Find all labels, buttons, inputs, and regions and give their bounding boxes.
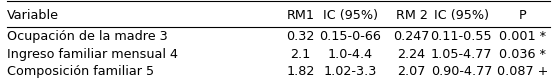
Text: IC (95%): IC (95%) [323, 9, 378, 22]
Text: 0.001 *: 0.001 * [499, 30, 546, 43]
Text: 2.1: 2.1 [291, 48, 311, 61]
Text: Composición familiar 5: Composición familiar 5 [7, 65, 154, 78]
Text: Ocupación de la madre 3: Ocupación de la madre 3 [7, 30, 168, 43]
Text: 1.02-3.3: 1.02-3.3 [324, 65, 377, 78]
Text: 1.05-4.77: 1.05-4.77 [431, 48, 492, 61]
Text: 0.087 +: 0.087 + [497, 65, 548, 78]
Text: P: P [519, 9, 526, 22]
Text: 2.07: 2.07 [397, 65, 426, 78]
Text: 2.24: 2.24 [398, 48, 426, 61]
Text: 0.90-4.77: 0.90-4.77 [431, 65, 492, 78]
Text: 0.11-0.55: 0.11-0.55 [431, 30, 492, 43]
Text: 1.82: 1.82 [286, 65, 315, 78]
Text: Variable: Variable [7, 9, 59, 22]
Text: RM 2: RM 2 [395, 9, 427, 22]
Text: 0.036 *: 0.036 * [499, 48, 546, 61]
Text: 0.247: 0.247 [393, 30, 429, 43]
Text: 0.32: 0.32 [286, 30, 315, 43]
Text: Ingreso familiar mensual 4: Ingreso familiar mensual 4 [7, 48, 178, 61]
Text: RM1: RM1 [287, 9, 315, 22]
Text: 1.0-4.4: 1.0-4.4 [328, 48, 373, 61]
Text: 0.15-0-66: 0.15-0-66 [320, 30, 382, 43]
Text: IC (95%): IC (95%) [434, 9, 489, 22]
